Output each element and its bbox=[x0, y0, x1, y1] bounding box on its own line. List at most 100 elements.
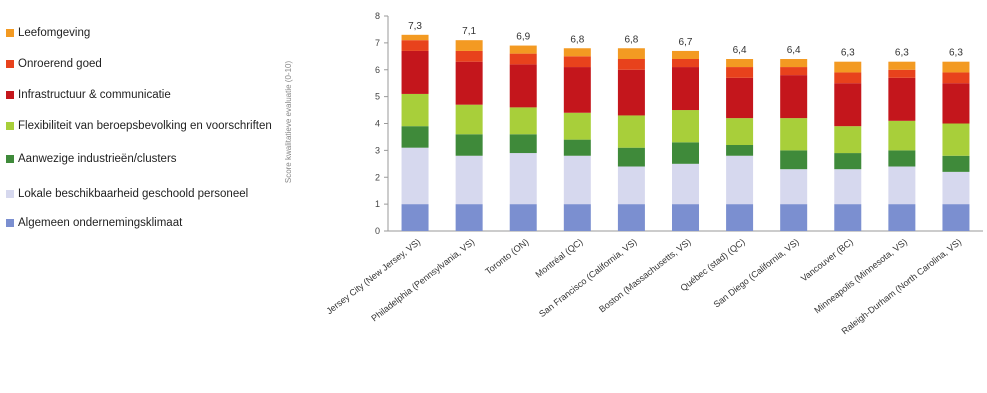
legend-label: Infrastructuur & communicatie bbox=[18, 89, 171, 101]
bar-segment bbox=[834, 204, 862, 231]
bar-segment bbox=[726, 118, 754, 145]
bar-segment bbox=[942, 204, 970, 231]
bar-segment bbox=[726, 77, 754, 119]
bar-segment bbox=[942, 83, 970, 124]
bar-segment bbox=[401, 93, 429, 127]
bar-segment bbox=[509, 53, 537, 65]
bar-segment bbox=[942, 61, 970, 73]
bar-segment bbox=[780, 75, 808, 119]
bar-segment bbox=[726, 204, 754, 231]
bar-segment bbox=[888, 166, 916, 205]
legend-label: Aanwezige industrieën/clusters bbox=[18, 153, 177, 165]
bar-segment bbox=[455, 104, 483, 135]
legend-item: Infrastructuur & communicatie bbox=[6, 88, 278, 102]
legend-swatch bbox=[6, 155, 14, 163]
bar-segment bbox=[834, 126, 862, 154]
y-tick-label: 8 bbox=[375, 11, 380, 21]
bar-segment bbox=[780, 150, 808, 170]
bar-segment bbox=[780, 118, 808, 151]
bar-segment bbox=[401, 126, 429, 148]
bar-segment bbox=[455, 40, 483, 51]
bar-segment bbox=[672, 204, 699, 231]
bar-total-label: 7,3 bbox=[408, 21, 422, 32]
bar-segment bbox=[455, 61, 483, 105]
x-tick-label: Jersey City (New Jersey, VS) bbox=[324, 237, 422, 317]
bar-segment bbox=[726, 155, 754, 205]
bar-segment bbox=[455, 204, 483, 231]
bar-segment bbox=[672, 67, 699, 111]
x-tick-label: Toronto (ON) bbox=[483, 237, 530, 277]
bar-segment bbox=[509, 107, 537, 135]
bar-segment bbox=[617, 69, 645, 116]
x-tick-label: Raleigh-Durham (North Carolina, VS) bbox=[840, 237, 964, 337]
bar-segment bbox=[888, 120, 916, 151]
legend-item: Flexibiliteit van beroepsbevolking en vo… bbox=[6, 119, 278, 133]
legend-swatch bbox=[6, 91, 14, 99]
y-tick-label: 7 bbox=[375, 38, 380, 48]
bar-total-label: 6,4 bbox=[733, 45, 747, 56]
bar-segment bbox=[726, 67, 754, 78]
legend-label: Leefomgeving bbox=[18, 27, 91, 39]
bar-total-label: 6,8 bbox=[570, 34, 584, 45]
legend-item: Lokale beschikbaarheid geschoold persone… bbox=[6, 187, 278, 201]
bar-segment bbox=[455, 155, 483, 205]
bar-segment bbox=[401, 50, 429, 94]
y-tick-label: 2 bbox=[375, 172, 380, 182]
legend-item: Algemeen ondernemingsklimaat bbox=[6, 216, 278, 230]
legend-item: Onroerend goed bbox=[6, 57, 278, 71]
x-tick-label: Montréal (QC) bbox=[533, 237, 584, 280]
bar-segment bbox=[888, 77, 916, 121]
bar-segment bbox=[672, 59, 699, 68]
bar-segment bbox=[834, 169, 862, 205]
y-tick-label: 6 bbox=[375, 65, 380, 75]
legend-swatch bbox=[6, 219, 14, 227]
bar-total-label: 6,7 bbox=[679, 37, 693, 48]
legend-label: Algemeen ondernemingsklimaat bbox=[18, 217, 183, 229]
bar-segment bbox=[401, 147, 429, 205]
y-axis-title: Score kwalitatieve evaluatie (0-10) bbox=[284, 61, 293, 184]
bar-segment bbox=[780, 204, 808, 231]
bar-segment bbox=[617, 48, 645, 59]
bar-segment bbox=[563, 67, 591, 113]
x-tick-label: San Francisco (California, VS) bbox=[537, 237, 639, 319]
bar-segment bbox=[617, 166, 645, 205]
bar-total-label: 6,3 bbox=[949, 48, 963, 59]
bar-segment bbox=[834, 61, 862, 73]
bar-segment bbox=[726, 145, 754, 156]
bar-segment bbox=[509, 204, 537, 231]
y-tick-label: 1 bbox=[375, 199, 380, 209]
bar-segment bbox=[563, 139, 591, 156]
bar-segment bbox=[888, 69, 916, 78]
bar-segment bbox=[455, 134, 483, 156]
bar-segment bbox=[617, 147, 645, 167]
legend-swatch bbox=[6, 190, 14, 198]
bar-segment bbox=[672, 50, 699, 59]
bar-segment bbox=[563, 48, 591, 57]
x-tick-label: Boston (Massachusetts, VS) bbox=[597, 237, 693, 315]
bar-segment bbox=[780, 67, 808, 76]
bar-segment bbox=[726, 59, 754, 68]
bar-segment bbox=[888, 204, 916, 231]
legend-item: Leefomgeving bbox=[6, 26, 278, 40]
bar-segment bbox=[455, 50, 483, 62]
bar-total-label: 6,9 bbox=[516, 32, 530, 43]
bar-segment bbox=[401, 204, 429, 231]
bar-segment bbox=[509, 45, 537, 54]
bar-segment bbox=[401, 34, 429, 41]
legend-swatch bbox=[6, 29, 14, 37]
bar-segment bbox=[780, 59, 808, 68]
bar-segment bbox=[942, 123, 970, 156]
y-tick-label: 5 bbox=[375, 92, 380, 102]
bar-segment bbox=[672, 142, 699, 164]
legend-label: Lokale beschikbaarheid geschoold persone… bbox=[18, 188, 249, 200]
bar-segment bbox=[563, 56, 591, 68]
bar-segment bbox=[509, 134, 537, 154]
bar-total-label: 7,1 bbox=[462, 26, 476, 37]
bar-segment bbox=[834, 83, 862, 127]
bar-segment bbox=[509, 153, 537, 205]
bar-segment bbox=[942, 171, 970, 205]
legend-label: Onroerend goed bbox=[18, 58, 102, 70]
bar-segment bbox=[563, 112, 591, 140]
bar-total-label: 6,8 bbox=[624, 34, 638, 45]
